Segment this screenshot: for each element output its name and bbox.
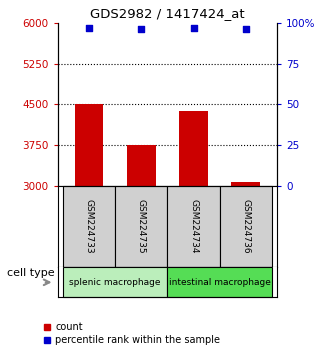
Legend: count, percentile rank within the sample: count, percentile rank within the sample	[38, 319, 224, 349]
Text: intestinal macrophage: intestinal macrophage	[169, 278, 271, 287]
Point	[86, 25, 92, 31]
Point	[191, 25, 196, 31]
Bar	[168, 267, 272, 297]
Bar	[63, 267, 168, 297]
Text: splenic macrophage: splenic macrophage	[70, 278, 161, 287]
Bar	[168, 186, 220, 267]
Text: GSM224736: GSM224736	[241, 199, 250, 254]
Bar	[231, 182, 260, 186]
Bar	[179, 111, 208, 186]
Text: GSM224733: GSM224733	[84, 199, 94, 254]
Bar	[75, 104, 104, 186]
Title: GDS2982 / 1417424_at: GDS2982 / 1417424_at	[90, 7, 245, 21]
Bar	[220, 186, 272, 267]
Point	[243, 26, 248, 32]
Bar	[115, 186, 167, 267]
Text: GSM224735: GSM224735	[137, 199, 146, 254]
Point	[139, 26, 144, 32]
Bar	[63, 186, 115, 267]
Text: cell type: cell type	[7, 268, 54, 279]
Bar	[127, 145, 156, 186]
Text: GSM224734: GSM224734	[189, 199, 198, 254]
